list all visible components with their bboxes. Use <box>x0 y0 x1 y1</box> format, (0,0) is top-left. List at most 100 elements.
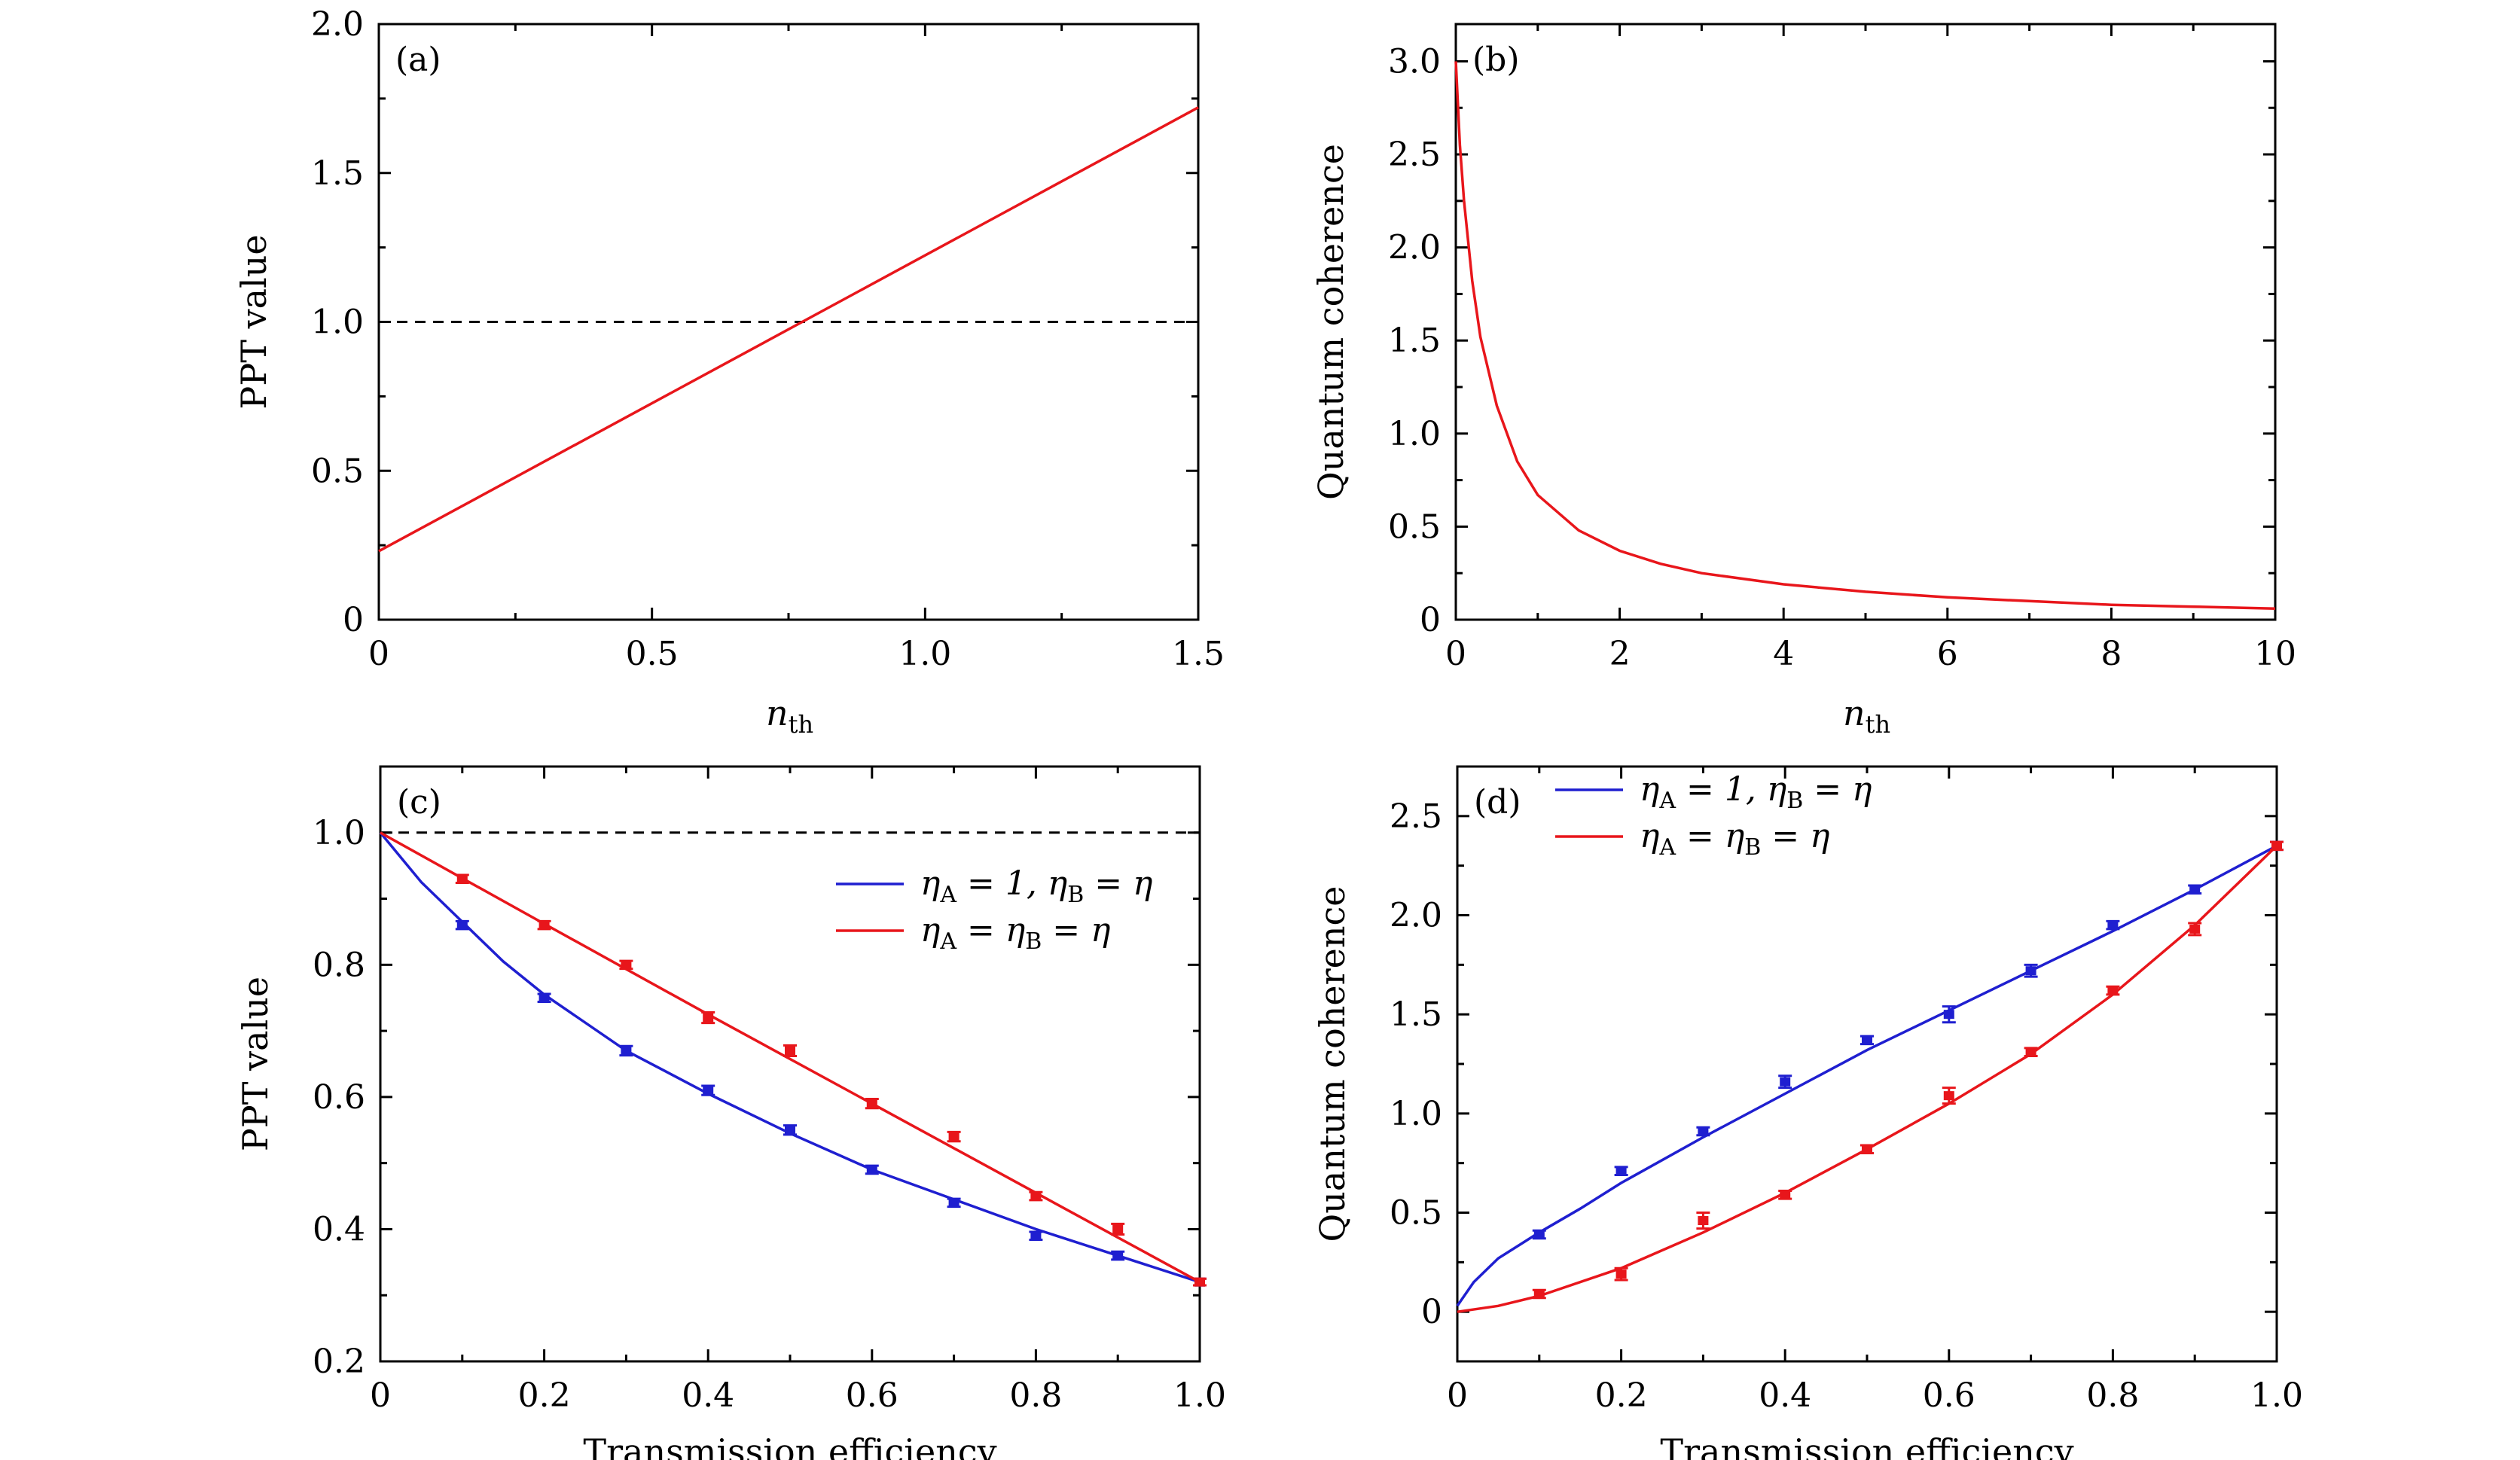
x-tick-label: 6 <box>1937 635 1958 673</box>
legend-text-part: B <box>1067 882 1084 908</box>
series-line-2 <box>380 831 1201 1284</box>
data-point <box>785 1125 795 1135</box>
legend-text-part: η <box>920 864 940 903</box>
y-tick-label: 1.0 <box>1390 1095 1442 1133</box>
series-line-2 <box>1457 845 2278 1313</box>
data-point <box>2025 966 2036 976</box>
data-point <box>1030 1231 1042 1241</box>
legend-text-part: = η <box>1084 864 1152 903</box>
x-tick-label: 0.2 <box>1595 1376 1648 1415</box>
y-tick-label: 2.0 <box>1390 897 1442 935</box>
x-axis-label-sub: th <box>1866 710 1890 739</box>
data-point <box>621 1046 632 1056</box>
x-tick-label: 2 <box>1609 635 1631 673</box>
data-point <box>456 920 468 930</box>
legend-text-part: = η <box>1042 911 1110 949</box>
y-axis-label: PPT value <box>235 977 276 1151</box>
plot-frame <box>379 765 1201 1363</box>
legend-text-part: η <box>1640 817 1659 855</box>
y-tick-label: 0.2 <box>313 1343 365 1381</box>
panel-d: 0 0.2 0.4 0.6 0.8 1.0 0 0.5 1.0 1.5 2.0 2.5 Transmis… <box>1312 765 2303 1460</box>
data-point <box>1112 1224 1124 1234</box>
y-tick-label: 2.0 <box>1388 229 1441 267</box>
x-axis-label: nth <box>766 693 813 739</box>
legend-text-part: = 1, η <box>956 864 1067 903</box>
legend-text-part: = η <box>1676 817 1744 855</box>
data-point <box>2189 885 2201 895</box>
y-tick-label: 2.5 <box>1390 797 1442 836</box>
data-point <box>2189 924 2201 934</box>
x-axis-label-main: n <box>1843 693 1866 733</box>
legend-text-part: η <box>1640 770 1659 809</box>
x-tick-label: 1.0 <box>898 635 951 673</box>
x-tick-label: 0 <box>1447 1376 1468 1415</box>
x-tick-label: 1.0 <box>1173 1376 1226 1415</box>
legend-text-part: = η <box>1761 817 1829 855</box>
panel-c: 0 0.2 0.4 0.6 0.8 1.00.20.40.60.81.0Transmiss… <box>235 765 1226 1460</box>
data-point <box>1533 1230 1545 1239</box>
data-point <box>948 1132 959 1141</box>
data-point <box>538 920 550 930</box>
panel-a: 0 0.5 1.0 1.5 0 0.5 1.0 1.5 2.0 nth PPT value (a) <box>233 5 1225 739</box>
x-tick-label: 10 <box>2254 635 2296 673</box>
legend-entry: ηA = ηB = η <box>920 911 1111 955</box>
x-tick-label: 0.4 <box>1759 1376 1811 1415</box>
panel-label: (b) <box>1472 41 1520 79</box>
data-point <box>703 1086 714 1096</box>
y-tick-label: 0.4 <box>313 1210 365 1248</box>
legend-text-part: = η <box>956 911 1025 949</box>
y-tick-label: 2.5 <box>1388 136 1441 174</box>
legend-text-part: A <box>1658 834 1676 861</box>
data-point <box>866 1099 877 1108</box>
data-point <box>1698 1126 1709 1136</box>
y-tick-label: 0.5 <box>1388 507 1441 546</box>
x-tick-label: 0.8 <box>2086 1376 2139 1415</box>
panel-b: 0 2 4 6 8 10 0 0.5 1.0 1.5 2.0 2.5 3.0 nth Quantum coh… <box>1310 23 2296 739</box>
data-point <box>1533 1289 1545 1299</box>
legend-text-part: A <box>939 882 956 908</box>
data-point <box>2107 920 2119 930</box>
y-tick-label: 1.0 <box>1388 415 1441 453</box>
data-point <box>703 1013 714 1023</box>
y-tick-label: 0 <box>343 601 364 639</box>
panel-label: (d) <box>1474 783 1521 821</box>
x-tick-label: 0.5 <box>626 635 679 673</box>
y-tick-label: 0.5 <box>1390 1194 1442 1233</box>
x-tick-label: 4 <box>1773 635 1794 673</box>
y-tick-label: 0 <box>1421 1293 1442 1331</box>
x-tick-label: 1.0 <box>2250 1376 2303 1415</box>
y-tick-label: 3.0 <box>1388 42 1441 81</box>
legend-text-part: A <box>1658 788 1676 814</box>
data-point <box>2107 986 2119 995</box>
y-axis-label: Quantum coherence <box>1310 144 1351 500</box>
legend-entry: ηA = 1, ηB = η <box>920 864 1152 908</box>
data-point <box>1698 1216 1709 1226</box>
legend-text-part: = η <box>1803 770 1872 809</box>
data-point <box>1194 1277 1205 1287</box>
data-point <box>1943 1091 1954 1101</box>
x-tick-label: 0.4 <box>682 1376 734 1415</box>
data-point <box>1615 1166 1627 1176</box>
y-tick-label: 1.0 <box>313 814 365 852</box>
x-tick-label: 1.5 <box>1172 635 1225 673</box>
data-point <box>2271 841 2282 851</box>
x-tick-label: 8 <box>2101 635 2122 673</box>
x-tick-label: 0.8 <box>1009 1376 1062 1415</box>
x-tick-label: 0.6 <box>1923 1376 1975 1415</box>
legend-text-part: A <box>939 928 956 955</box>
x-tick-label: 0 <box>368 635 389 673</box>
data-point <box>1862 1035 1872 1045</box>
data-point <box>785 1046 795 1056</box>
data-point <box>948 1198 959 1208</box>
x-tick-label: 0.6 <box>846 1376 898 1415</box>
x-tick-label: 0.2 <box>518 1376 571 1415</box>
data-point <box>1780 1190 1791 1199</box>
y-axis-label: Quantum coherence <box>1312 886 1353 1242</box>
y-tick-label: 1.5 <box>1388 322 1441 360</box>
y-tick-label: 1.5 <box>1390 995 1442 1034</box>
x-axis-label: Transmission efficiency <box>583 1431 996 1460</box>
y-tick-label: 1.0 <box>311 303 364 342</box>
series-line-1 <box>1456 844 2277 1307</box>
data-point <box>1615 1269 1627 1279</box>
y-tick-label: 0.6 <box>313 1078 365 1117</box>
